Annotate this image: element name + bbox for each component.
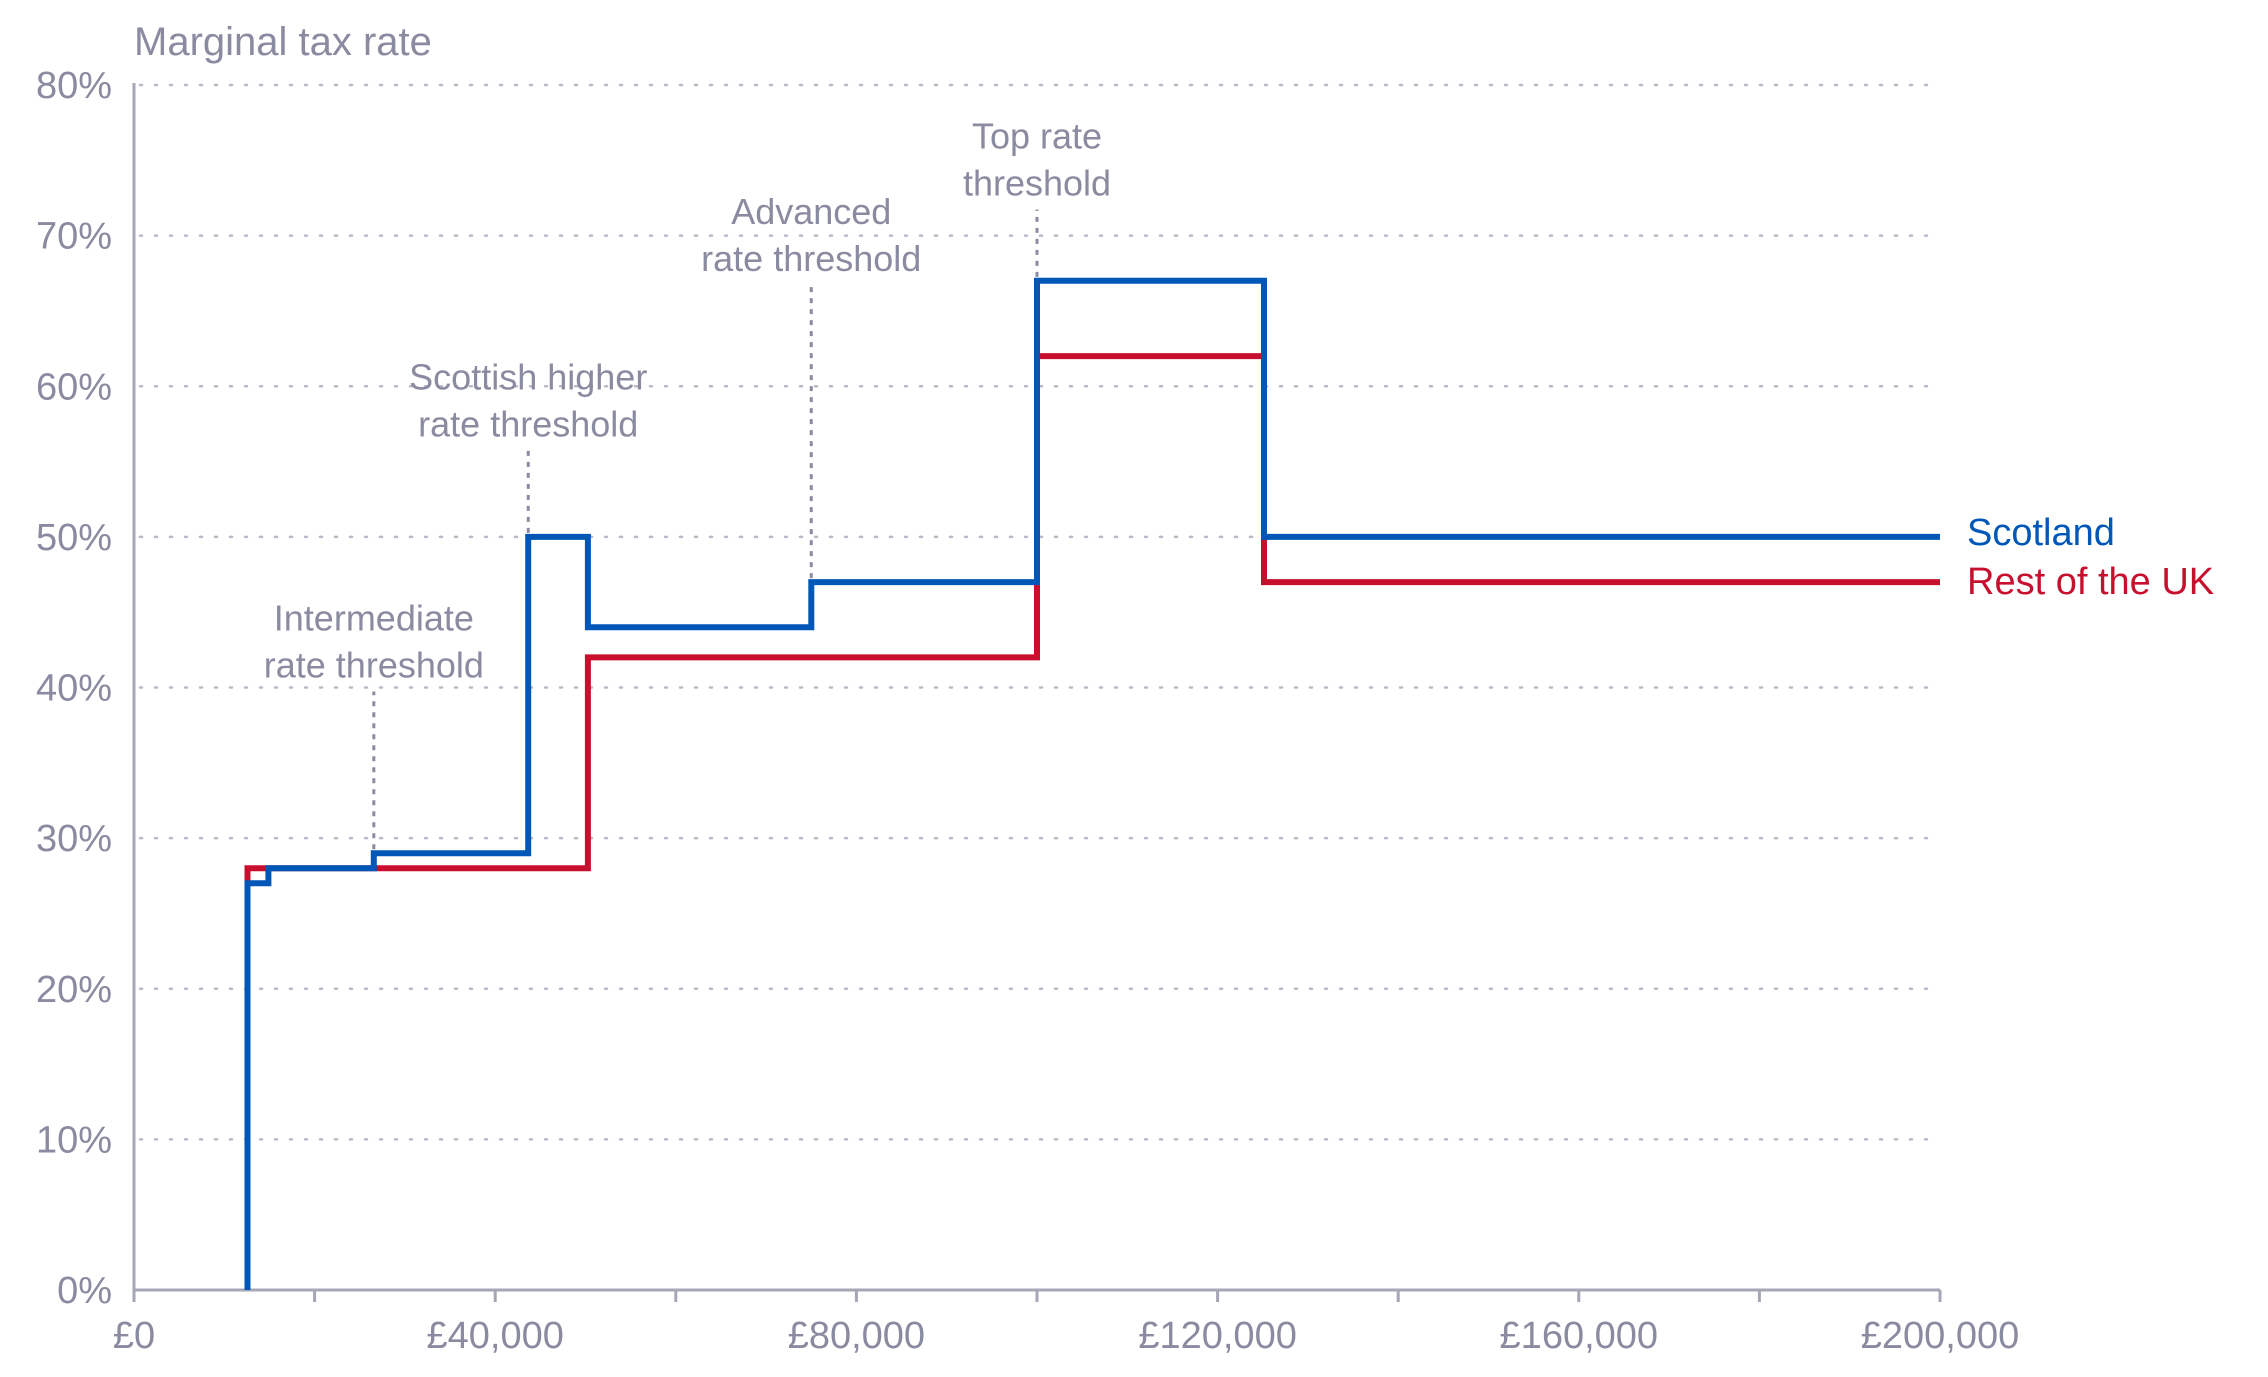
legend: Rest of the UK Scotland [1967, 512, 2214, 603]
x-tick-label-200000: £200,000 [1861, 1315, 2020, 1357]
annotation-label-2-1: rate threshold [701, 238, 921, 279]
legend-label-scotland: Scotland [1967, 512, 2115, 554]
axes [132, 83, 1942, 1302]
annotation-label-3-0: Top rate [972, 116, 1102, 157]
y-tick-label-60: 60% [36, 366, 112, 408]
x-tick-label-120000: £120,000 [1138, 1315, 1297, 1357]
y-tick-label-20: 20% [36, 969, 112, 1011]
annotation-label-1-0: Scottish higher [409, 357, 647, 398]
series-line-scotland [244, 277, 1940, 1290]
annotation-label-3-1: threshold [963, 163, 1111, 204]
y-tick-label-40: 40% [36, 668, 112, 710]
y-tick-label-70: 70% [36, 216, 112, 258]
legend-label-rest-of-the-uk: Rest of the UK [1967, 561, 2214, 603]
y-tick-label-30: 30% [36, 818, 112, 860]
y-tick-label-10: 10% [36, 1119, 112, 1161]
y-tick-label-80: 80% [36, 65, 112, 107]
annotation-label-1-1: rate threshold [418, 404, 638, 445]
series-line-rest-of-the-uk [244, 353, 1940, 1290]
x-tick-label-40000: £40,000 [427, 1315, 564, 1357]
annotations: Intermediate rate threshold Scottish highe… [264, 116, 1111, 850]
series-lines [244, 277, 1940, 1290]
tick-labels: 0% 10% 20% 30% 40% 50% 60% 70% 80% £0 £40,000 £80,0… [36, 65, 2019, 1357]
annotation-label-2-0: Advanced [731, 191, 891, 232]
annotation-label-0-0: Intermediate [274, 598, 474, 639]
y-tick-label-0: 0% [57, 1270, 112, 1312]
y-tick-label-50: 50% [36, 517, 112, 559]
x-tick-label-80000: £80,000 [788, 1315, 925, 1357]
y-axis-title: Marginal tax rate [134, 20, 432, 64]
x-tick-label-0: £0 [113, 1315, 155, 1357]
x-tick-label-160000: £160,000 [1500, 1315, 1659, 1357]
annotation-label-0-1: rate threshold [264, 645, 484, 686]
gridlines [138, 83, 1936, 1141]
